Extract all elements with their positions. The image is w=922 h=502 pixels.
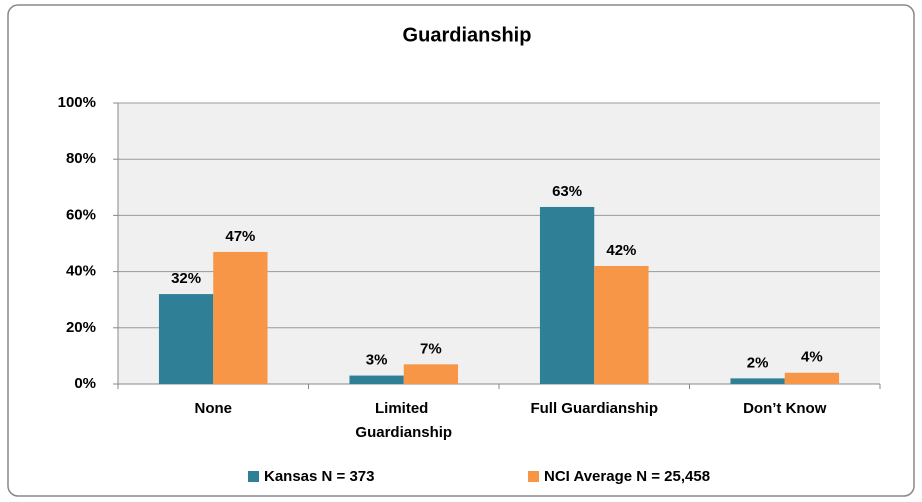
- y-tick-label: 20%: [66, 319, 96, 336]
- x-tick-label: Full Guardianship: [530, 400, 658, 417]
- y-tick-label: 0%: [74, 375, 96, 392]
- x-tick-label: None: [195, 400, 233, 417]
- value-label: 47%: [225, 228, 255, 245]
- chart-title: Guardianship: [403, 24, 532, 46]
- value-label: 3%: [366, 352, 388, 369]
- value-label: 2%: [747, 354, 769, 371]
- legend-label: NCI Average N = 25,458: [544, 468, 710, 485]
- bar: [349, 375, 404, 384]
- bar: [213, 251, 268, 384]
- value-label: 63%: [552, 183, 582, 200]
- bar: [784, 372, 840, 384]
- x-tick-label: Limited Guardianship: [355, 400, 452, 441]
- bar: [594, 265, 649, 384]
- bar: [158, 294, 214, 384]
- x-tick-label: Don’t Know: [743, 400, 827, 417]
- y-tick-label: 60%: [66, 206, 96, 223]
- bar: [730, 378, 785, 384]
- y-tick-label: 40%: [66, 263, 96, 280]
- legend-swatch: [528, 471, 539, 482]
- legend-label: Kansas N = 373: [264, 468, 375, 485]
- value-label: 42%: [606, 242, 636, 259]
- value-label: 32%: [171, 270, 201, 287]
- bar: [539, 206, 595, 384]
- value-label: 7%: [420, 340, 442, 357]
- y-tick-label: 80%: [66, 150, 96, 167]
- bar: [403, 364, 459, 384]
- value-label: 4%: [801, 349, 823, 366]
- y-tick-label: 100%: [58, 94, 96, 111]
- legend-swatch: [248, 471, 259, 482]
